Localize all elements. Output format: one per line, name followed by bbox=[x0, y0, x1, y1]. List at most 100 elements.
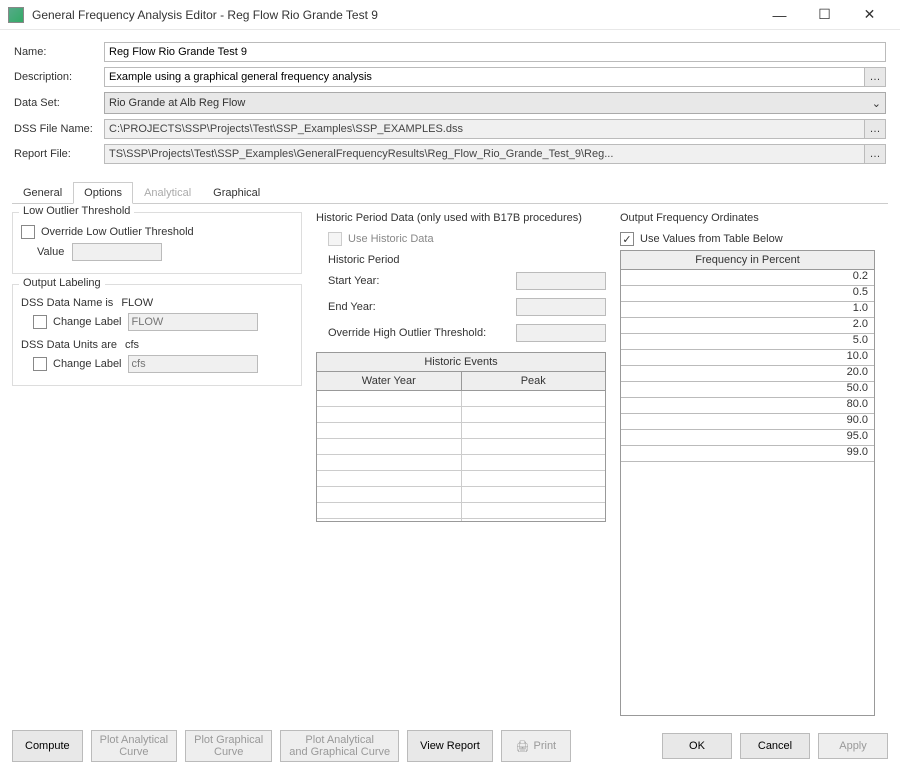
view-report-button[interactable]: View Report bbox=[407, 730, 493, 762]
use-values-checkbox[interactable] bbox=[620, 232, 634, 246]
dssfile-browse-button[interactable]: … bbox=[864, 119, 886, 139]
low-outlier-group: Low Outlier Threshold Override Low Outli… bbox=[12, 212, 302, 274]
dssfile-input[interactable] bbox=[104, 119, 865, 139]
peak-cell[interactable] bbox=[462, 439, 606, 454]
water-year-cell[interactable] bbox=[317, 503, 462, 518]
print-icon: 🖨 bbox=[516, 740, 530, 753]
tab-graphical[interactable]: Graphical bbox=[202, 182, 271, 204]
override-high-outlier-input[interactable] bbox=[516, 324, 606, 342]
start-year-label: Start Year: bbox=[328, 275, 379, 287]
peak-cell[interactable] bbox=[462, 503, 606, 518]
col-water-year: Water Year bbox=[317, 372, 462, 390]
water-year-cell[interactable] bbox=[317, 439, 462, 454]
end-year-input[interactable] bbox=[516, 298, 606, 316]
low-outlier-title: Low Outlier Threshold bbox=[19, 205, 134, 217]
form-area: Name: Description: … Data Set: Rio Grand… bbox=[0, 30, 900, 177]
print-button: 🖨 Print bbox=[501, 730, 571, 762]
frequency-table[interactable]: Frequency in Percent 0.20.51.02.05.010.0… bbox=[620, 250, 875, 716]
peak-cell[interactable] bbox=[462, 519, 606, 522]
water-year-cell[interactable] bbox=[317, 407, 462, 422]
maximize-button[interactable]: ☐ bbox=[802, 1, 847, 29]
tab-options[interactable]: Options bbox=[73, 182, 133, 204]
dataset-select[interactable]: Rio Grande at Alb Reg Flow ⌄ bbox=[104, 92, 886, 114]
table-row[interactable] bbox=[317, 519, 605, 522]
reportfile-input[interactable] bbox=[104, 144, 865, 164]
water-year-cell[interactable] bbox=[317, 471, 462, 486]
water-year-cell[interactable] bbox=[317, 391, 462, 406]
ok-button[interactable]: OK bbox=[662, 733, 732, 759]
dss-units-value: cfs bbox=[125, 339, 139, 351]
compute-button[interactable]: Compute bbox=[12, 730, 83, 762]
table-row[interactable] bbox=[317, 407, 605, 423]
tab-bar: General Options Analytical Graphical bbox=[12, 181, 888, 204]
end-year-label: End Year: bbox=[328, 301, 376, 313]
dss-units-are-label: DSS Data Units are bbox=[21, 339, 117, 351]
minimize-button[interactable]: — bbox=[757, 1, 802, 29]
bottom-bar: Compute Plot Analytical Curve Plot Graph… bbox=[0, 724, 900, 772]
plot-graphical-curve-button: Plot Graphical Curve bbox=[185, 730, 272, 762]
frequency-row[interactable]: 20.0 bbox=[621, 366, 874, 382]
override-high-outlier-label: Override High Outlier Threshold: bbox=[328, 327, 486, 339]
water-year-cell[interactable] bbox=[317, 519, 462, 522]
use-values-label: Use Values from Table Below bbox=[640, 233, 783, 245]
reportfile-browse-button[interactable]: … bbox=[864, 144, 886, 164]
water-year-cell[interactable] bbox=[317, 455, 462, 470]
start-year-input[interactable] bbox=[516, 272, 606, 290]
description-browse-button[interactable]: … bbox=[864, 67, 886, 87]
name-label: Name: bbox=[14, 46, 104, 58]
peak-cell[interactable] bbox=[462, 423, 606, 438]
water-year-cell[interactable] bbox=[317, 423, 462, 438]
frequency-row[interactable]: 2.0 bbox=[621, 318, 874, 334]
override-low-outlier-checkbox[interactable] bbox=[21, 225, 35, 239]
frequency-row[interactable]: 10.0 bbox=[621, 350, 874, 366]
peak-cell[interactable] bbox=[462, 471, 606, 486]
peak-cell[interactable] bbox=[462, 407, 606, 422]
description-input[interactable] bbox=[104, 67, 865, 87]
peak-cell[interactable] bbox=[462, 455, 606, 470]
table-row[interactable] bbox=[317, 439, 605, 455]
dssfile-label: DSS File Name: bbox=[14, 123, 104, 135]
table-row[interactable] bbox=[317, 391, 605, 407]
cancel-button[interactable]: Cancel bbox=[740, 733, 810, 759]
historic-section-title: Historic Period Data (only used with B17… bbox=[316, 212, 606, 224]
table-row[interactable] bbox=[317, 471, 605, 487]
dataset-label: Data Set: bbox=[14, 97, 104, 109]
low-outlier-value-label: Value bbox=[37, 246, 64, 258]
tab-general[interactable]: General bbox=[12, 182, 73, 204]
options-panel: Low Outlier Threshold Override Low Outli… bbox=[0, 204, 900, 724]
frequency-row[interactable]: 0.5 bbox=[621, 286, 874, 302]
frequency-row[interactable]: 80.0 bbox=[621, 398, 874, 414]
reportfile-label: Report File: bbox=[14, 148, 104, 160]
frequency-row[interactable]: 0.2 bbox=[621, 270, 874, 286]
change-name-input[interactable] bbox=[128, 313, 258, 331]
peak-cell[interactable] bbox=[462, 391, 606, 406]
table-row[interactable] bbox=[317, 503, 605, 519]
name-input[interactable] bbox=[104, 42, 886, 62]
historic-events-table[interactable]: Historic Events Water Year Peak bbox=[316, 352, 606, 522]
close-button[interactable]: ✕ bbox=[847, 1, 892, 29]
frequency-row[interactable]: 50.0 bbox=[621, 382, 874, 398]
frequency-row[interactable]: 95.0 bbox=[621, 430, 874, 446]
table-row[interactable] bbox=[317, 423, 605, 439]
tab-analytical: Analytical bbox=[133, 182, 202, 204]
plot-analytical-l2: Curve bbox=[119, 746, 148, 758]
table-row[interactable] bbox=[317, 455, 605, 471]
frequency-row[interactable]: 5.0 bbox=[621, 334, 874, 350]
change-units-input[interactable] bbox=[128, 355, 258, 373]
frequency-row[interactable]: 90.0 bbox=[621, 414, 874, 430]
plot-graphical-l1: Plot Graphical bbox=[194, 734, 263, 746]
dataset-value: Rio Grande at Alb Reg Flow bbox=[109, 97, 245, 109]
table-row[interactable] bbox=[317, 487, 605, 503]
change-name-label-checkbox[interactable] bbox=[33, 315, 47, 329]
water-year-cell[interactable] bbox=[317, 487, 462, 502]
frequency-row[interactable]: 1.0 bbox=[621, 302, 874, 318]
plot-graphical-l2: Curve bbox=[214, 746, 243, 758]
plot-analytical-l1: Plot Analytical bbox=[100, 734, 168, 746]
override-low-outlier-label: Override Low Outlier Threshold bbox=[41, 226, 194, 238]
peak-cell[interactable] bbox=[462, 487, 606, 502]
frequency-header: Frequency in Percent bbox=[621, 251, 874, 270]
change-units-label-checkbox[interactable] bbox=[33, 357, 47, 371]
low-outlier-value-input[interactable] bbox=[72, 243, 162, 261]
frequency-row[interactable]: 99.0 bbox=[621, 446, 874, 462]
plot-both-l2: and Graphical Curve bbox=[289, 746, 390, 758]
